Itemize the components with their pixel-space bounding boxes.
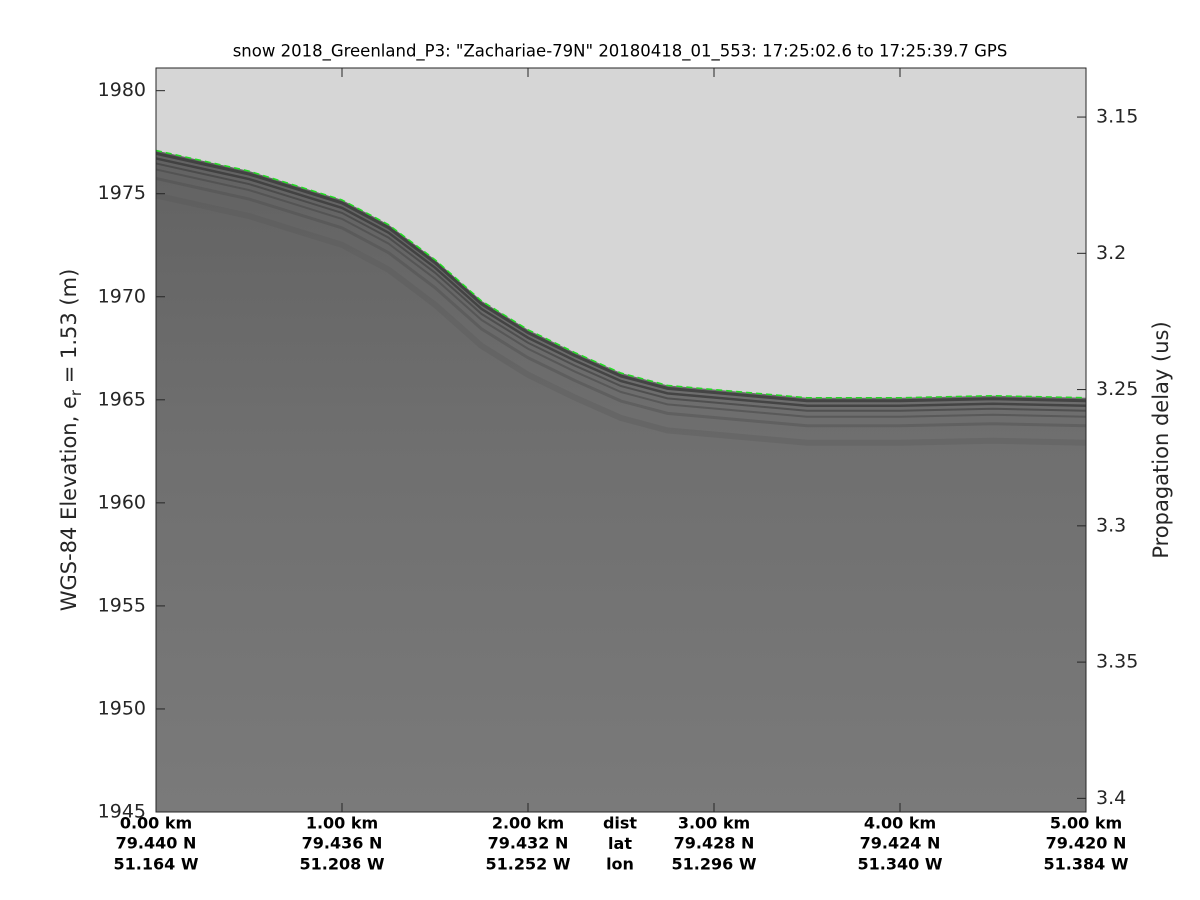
lon-label: 51.252 W (486, 855, 571, 874)
x-tick-label: 1.00 km (306, 814, 378, 833)
y2-axis-label: Propagation delay (us) (1149, 321, 1173, 558)
y2-tick-label: 3.35 (1096, 651, 1138, 673)
surface-line (155, 149, 1087, 399)
lat-label: 79.424 N (860, 834, 941, 853)
echo-layer (155, 192, 1087, 446)
echo-layer (155, 176, 1087, 428)
plot-frame (155, 67, 1087, 813)
y-tick-label: 1955 (98, 594, 146, 616)
echo-layer (155, 151, 1087, 403)
y2-tick-label: 3.15 (1096, 106, 1138, 128)
row-label: dist (603, 814, 637, 833)
lat-label: 79.420 N (1046, 834, 1127, 853)
y-label-sub: r (67, 389, 85, 396)
lon-label: 51.296 W (672, 855, 757, 874)
air-region (156, 68, 1086, 398)
lon-label: 51.164 W (114, 855, 199, 874)
y2-tick-label: 3.25 (1096, 378, 1138, 400)
y2-tick-label: 3.3 (1096, 514, 1126, 536)
y-axis-label: WGS-84 Elevation, er = 1.53 (m) (57, 269, 85, 612)
x-tick-label: 0.00 km (120, 814, 192, 833)
y-tick-label: 1970 (98, 285, 146, 307)
lat-label: 79.432 N (488, 834, 569, 853)
y-tick-label: 1945 (98, 801, 146, 823)
y-label-main: WGS-84 Elevation, e (57, 396, 81, 611)
y-tick-label: 1960 (98, 491, 146, 513)
row-label: lon (606, 855, 634, 874)
x-tick-label: 5.00 km (1050, 814, 1122, 833)
x-tick-label: 4.00 km (864, 814, 936, 833)
y-label-rest: = 1.53 (m) (57, 269, 81, 390)
echo-layer (155, 168, 1087, 418)
lon-label: 51.340 W (858, 855, 943, 874)
y2-tick-label: 3.2 (1096, 242, 1126, 264)
x-tick-label: 2.00 km (492, 814, 564, 833)
y-tick-label: 1980 (98, 79, 146, 101)
lat-label: 79.436 N (302, 834, 383, 853)
lon-label: 51.384 W (1044, 855, 1129, 874)
y-tick-label: 1965 (98, 388, 146, 410)
y2-tick-label: 3.4 (1096, 787, 1126, 809)
row-label: lat (608, 834, 632, 853)
y-tick-label: 1975 (98, 182, 146, 204)
x-tick-label: 3.00 km (678, 814, 750, 833)
echo-layer (155, 162, 1087, 412)
lat-label: 79.428 N (674, 834, 755, 853)
lat-label: 79.440 N (116, 834, 197, 853)
chart-title: snow 2018_Greenland_P3: "Zachariae-79N" … (233, 42, 1008, 62)
y-tick-label: 1950 (98, 697, 146, 719)
echo-layer (155, 157, 1087, 408)
lon-label: 51.208 W (300, 855, 385, 874)
